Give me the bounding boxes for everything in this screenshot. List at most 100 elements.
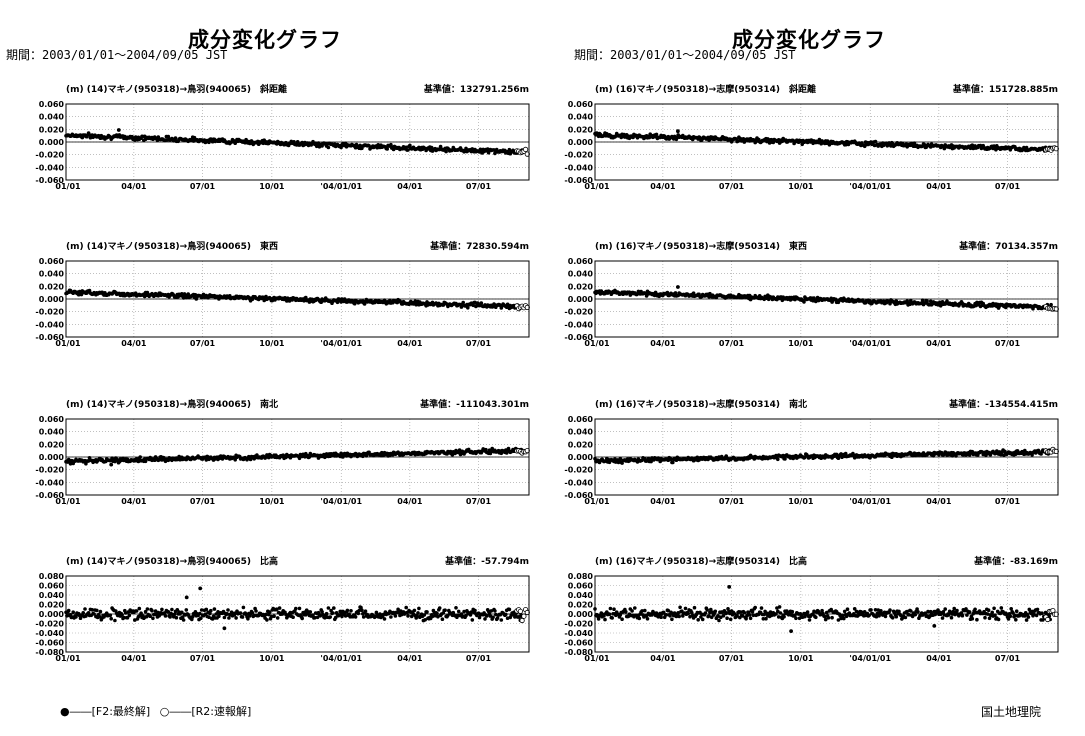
data-point-final [996,617,1001,622]
data-point-final [778,611,783,615]
data-point-final [596,617,601,621]
data-point-final [507,607,512,612]
data-point-final [265,618,269,622]
y-tick-label: 0.000 [568,295,594,304]
data-point-final [983,615,987,620]
data-point-final [127,613,132,618]
data-point-final [696,618,700,622]
y-tick-label: -0.040 [35,320,64,329]
data-point-final [479,301,484,305]
data-point-final [275,616,280,620]
data-point-final [732,612,737,616]
data-point-final [120,613,124,617]
data-point-final [473,300,477,305]
y-tick-label: -0.060 [35,639,64,648]
data-point-final [1030,609,1034,614]
data-point-final [883,614,888,619]
data-point-final [90,608,94,612]
data-point-final [794,616,798,621]
data-point-final [707,614,711,618]
data-point-final [404,145,409,150]
data-point-final [297,606,302,611]
data-point-outlier [727,585,732,589]
data-point-final [879,609,883,613]
data-point-final [308,610,313,614]
data-point-final [888,301,892,306]
data-point-final [824,610,829,615]
data-point-final [250,611,255,615]
plot-frame [65,575,530,653]
data-point-outlier [676,285,680,289]
reference-value: 基準値：-57.794m [445,557,529,567]
data-point-final [738,610,743,614]
data-point-final [304,295,308,300]
data-point-final [620,461,624,465]
data-point-final [709,607,713,612]
data-point-final [326,606,331,610]
data-point-final [483,617,487,621]
data-point-final [603,617,607,622]
data-point-final [471,303,476,308]
data-point-final [151,616,155,621]
y-tick-label: 0.040 [568,428,594,437]
y-tick-label: 0.000 [39,295,65,304]
data-point-final [717,618,721,623]
data-point-final [166,610,171,614]
data-point-final [226,608,230,612]
chart-panel: (m) (14)マキノ(950318)→鳥羽(940065) 南北 基準値：-11… [6,397,539,513]
data-point-final [1009,607,1013,611]
data-point-final [960,613,965,618]
data-point-outlier [116,128,121,132]
data-point-final [234,616,238,620]
data-point-final [777,605,782,609]
data-point-final [252,613,256,618]
data-point-final [83,607,87,611]
data-point-final [208,611,212,616]
data-point-final [464,613,468,618]
data-point-final [971,611,975,616]
data-points [64,128,530,157]
data-point-final [692,605,697,610]
x-tick-label: 04/01 [650,339,676,348]
y-tick-label: 0.060 [568,100,594,109]
data-point-final [504,451,509,455]
data-point-final [488,614,493,618]
chart-panel: (m) (16)マキノ(950318)→志摩(950314) 東西 基準値：701… [535,239,1068,355]
scatter-plot: 0.060 0.040 0.020 0.000 -0.020 -0.040 -0.06001… [564,257,1059,348]
data-point-final [992,606,996,611]
data-point-final [993,613,997,617]
data-point-final [940,616,945,620]
data-point-final [1014,609,1019,613]
y-tick-label: -0.020 [35,466,64,475]
data-point-final [916,610,920,614]
x-tick-label: 04/01 [121,339,147,348]
x-tick-label: 01/01 [55,654,81,663]
data-point-final [254,609,258,613]
x-tick-label: 07/01 [995,497,1021,506]
scatter-plot: 0.060 0.040 0.020 0.000 -0.020 -0.040 -0.06001… [35,415,530,506]
chart-panel: (m) (14)マキノ(950318)→鳥羽(940065) 比高 基準値：-57… [6,554,539,670]
data-point-final [949,615,954,620]
data-point-final [505,616,510,620]
y-tick-label: 0.040 [568,113,594,122]
data-point-final [138,455,142,459]
x-tick-label: 07/01 [466,182,492,191]
y-tick-label: -0.060 [35,491,64,500]
data-point-final [174,615,179,620]
data-point-final [1034,613,1039,618]
data-point-final [955,608,959,613]
data-point-final [873,139,878,144]
data-point-final [204,607,209,612]
data-point-final [783,457,787,461]
x-tick-label: 04/01 [121,654,147,663]
plot-frame [65,260,530,338]
data-point-final [1011,611,1015,615]
data-point-final [805,610,810,614]
data-point-outlier [184,595,189,600]
data-point-final [328,615,333,619]
x-tick-label: 10/01 [788,182,814,191]
data-point-final [959,611,964,615]
panel-label: (m) (14)マキノ(950318)→鳥羽(940065) 比高 [66,557,278,567]
data-point-final [618,456,623,461]
data-point-final [468,613,473,617]
